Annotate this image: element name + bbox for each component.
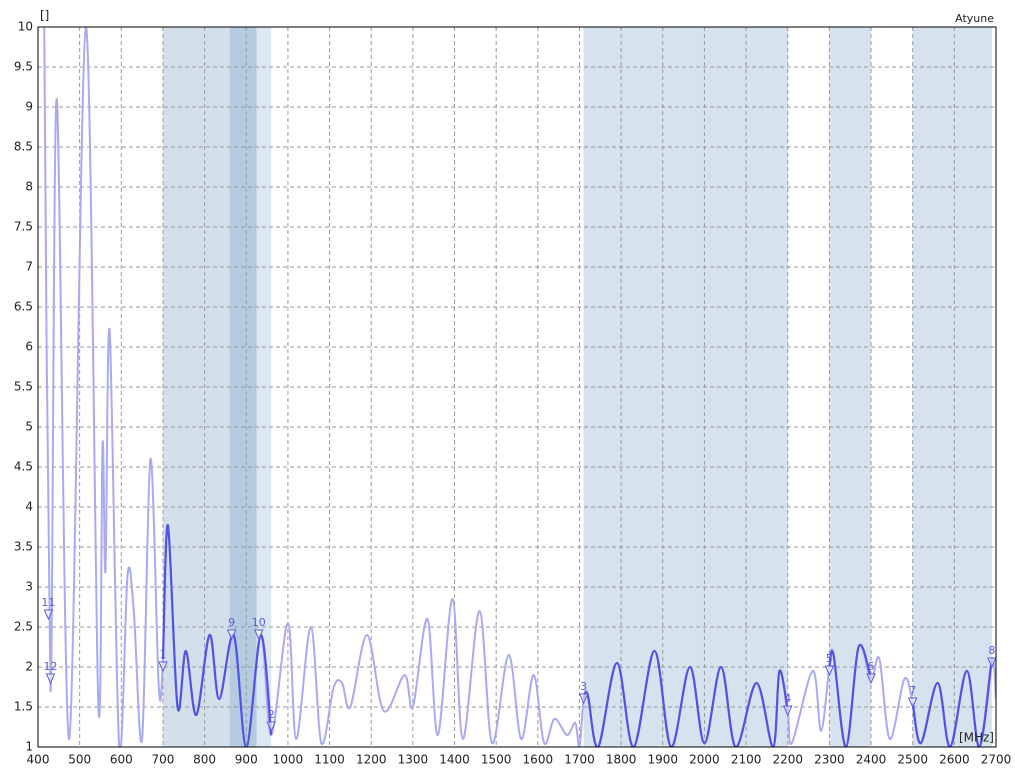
y-tick-label: 9 — [25, 100, 33, 114]
x-tick-label: 1000 — [273, 753, 304, 767]
marker-label: 7 — [909, 684, 916, 697]
x-tick-label: 400 — [27, 753, 50, 767]
y-tick-label: 7.5 — [14, 220, 33, 234]
y-tick-label: 2 — [25, 660, 33, 674]
y-tick-label: 3 — [25, 580, 33, 594]
marker — [907, 697, 918, 709]
series-highlight — [161, 524, 993, 747]
x-tick-label: 2300 — [814, 753, 845, 767]
x-tick-label: 1700 — [564, 753, 595, 767]
y-tick-label: 7 — [25, 260, 33, 274]
y-tick-label: 4 — [25, 500, 33, 514]
x-tick-label: 2100 — [731, 753, 762, 767]
x-tick-label: 1500 — [481, 753, 512, 767]
marker-label: 1 — [159, 648, 166, 661]
x-tick-label: 2500 — [897, 753, 928, 767]
y-tick-label: 9.5 — [14, 60, 33, 74]
x-tick-label: 800 — [193, 753, 216, 767]
marker — [158, 661, 168, 673]
marker — [866, 673, 876, 685]
marker — [824, 665, 835, 677]
y-tick-label: 5.5 — [14, 380, 33, 394]
x-tick-label: 900 — [235, 753, 258, 767]
x-tick-label: 1200 — [356, 753, 387, 767]
marker — [782, 705, 793, 717]
x-tick-label: 700 — [152, 753, 175, 767]
y-tick-label: 10 — [18, 20, 33, 34]
y-tick-label: 8.5 — [14, 140, 33, 154]
marker-label: 6 — [868, 660, 875, 673]
y-tick-label: 4.5 — [14, 460, 33, 474]
y-tick-label: 1 — [25, 740, 33, 754]
marker — [43, 609, 54, 621]
marker — [45, 673, 56, 685]
x-unit: [MHz] — [959, 731, 994, 745]
x-tick-label: 1400 — [439, 753, 470, 767]
marker-label: 3 — [580, 680, 587, 693]
x-tick-label: 2400 — [856, 753, 887, 767]
x-tick-label: 600 — [110, 753, 133, 767]
marker-label: 5 — [826, 652, 833, 665]
x-tick-label: 1900 — [648, 753, 679, 767]
marker — [578, 693, 589, 705]
x-tick-label: 500 — [68, 753, 91, 767]
x-tick-label: 1800 — [606, 753, 637, 767]
x-tick-label: 2700 — [981, 753, 1012, 767]
y-unit: [] — [40, 9, 49, 23]
marker — [226, 629, 237, 641]
y-tick-label: 3.5 — [14, 540, 33, 554]
x-tick-label: 2000 — [689, 753, 720, 767]
marker-label: 11 — [41, 596, 55, 609]
y-tick-label: 6 — [25, 340, 33, 354]
x-tick-label: 1100 — [314, 753, 345, 767]
y-tick-label: 6.5 — [14, 300, 33, 314]
marker-label: 10 — [252, 616, 266, 629]
plot-frame — [37, 26, 997, 748]
marker-label: 2 — [268, 708, 275, 721]
lines — [43, 27, 996, 747]
x-tick-label: 1600 — [523, 753, 554, 767]
y-tick-label: 8 — [25, 180, 33, 194]
marker-label: 12 — [43, 660, 57, 673]
marker — [266, 721, 277, 733]
marker — [987, 657, 997, 669]
marker-label: 8 — [988, 644, 995, 657]
y-tick-label: 5 — [25, 420, 33, 434]
corner-label: Atyune — [955, 12, 994, 25]
marker-label: 4 — [784, 692, 791, 705]
x-tick-label: 1300 — [398, 753, 429, 767]
marker — [253, 629, 264, 641]
series-line — [43, 27, 996, 747]
marker-label: 9 — [228, 616, 235, 629]
y-tick-label: 2.5 — [14, 620, 33, 634]
axis-labels: 400 500 600 700 800 900 1000 1100 1200 1300 1400 15… — [14, 20, 1011, 767]
x-tick-label: 2200 — [772, 753, 803, 767]
x-tick-label: 2600 — [939, 753, 970, 767]
y-tick-label: 1.5 — [14, 700, 33, 714]
